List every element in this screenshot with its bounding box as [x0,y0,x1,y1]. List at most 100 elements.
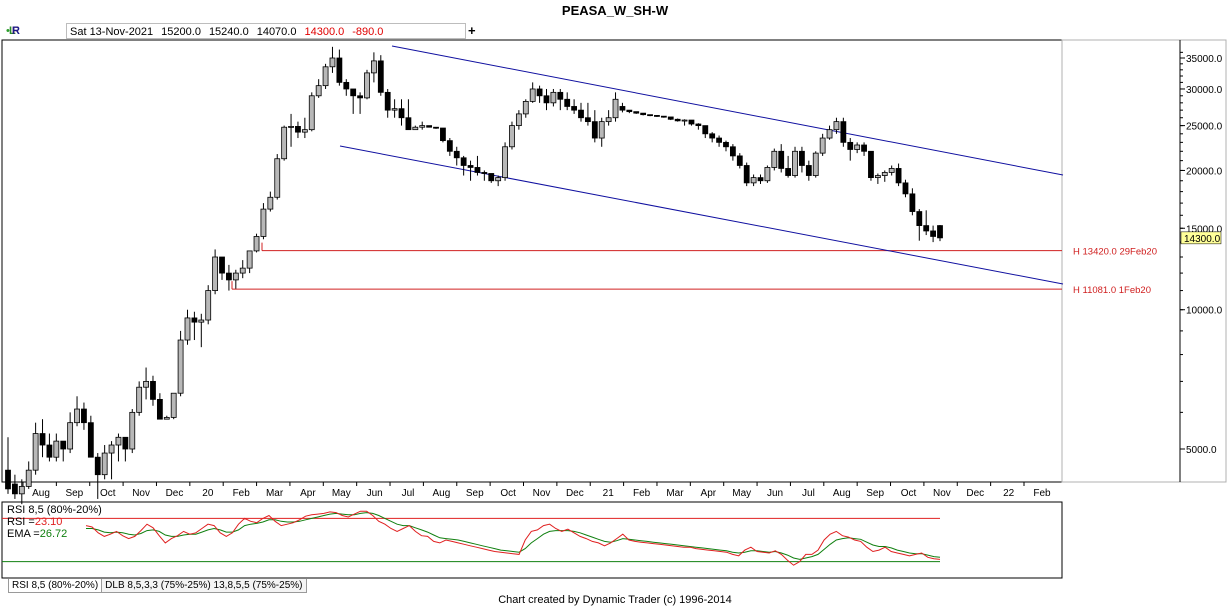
candle-body [426,125,433,128]
candle [895,163,902,187]
candle-body [46,444,53,458]
candle-body [53,440,60,458]
candle-body [916,211,923,226]
candle-body [564,98,571,107]
price-axis-frame [1061,39,1227,483]
candlestick-series [5,46,943,505]
candle-body [930,230,936,237]
bar-change: -890.0 [352,26,384,38]
add-plus-icon[interactable]: + [468,23,476,38]
month-label: Aug [833,488,851,499]
candle [253,233,260,253]
candle [529,82,536,103]
candle [481,170,488,181]
flag-l-button[interactable]: L [9,25,16,37]
candle-body [370,60,377,74]
candle [488,173,495,183]
candle-body [522,101,529,115]
candle-body [716,137,722,143]
candle-body [495,177,502,182]
candle-body [350,88,357,97]
candle-body [888,168,895,173]
candle-body [854,144,861,150]
candle-body [246,250,253,269]
candle-body [702,125,709,135]
rsi-line [85,510,941,566]
candle [578,102,584,122]
candle [308,92,315,132]
candle-body [764,167,771,182]
candle-body [509,125,515,148]
candle-body [695,123,702,127]
candle [198,313,205,348]
month-label: Jul [802,488,815,499]
candle [412,125,419,131]
month-label: Apr [300,488,316,499]
candle-body [750,177,757,184]
candle [377,55,384,96]
candle [778,144,785,173]
channel-lower-line[interactable] [339,145,1064,285]
candle-body [571,106,578,111]
candle-body [805,165,812,176]
candle [771,148,778,171]
candle [674,118,681,122]
candle [598,117,605,147]
month-label: Sep [65,488,83,499]
candle-body [191,317,198,323]
candle-body [467,165,474,168]
flag-r-button[interactable]: R [12,25,20,37]
price-tick-label: 5000.0 [1186,445,1217,456]
candle-body [536,88,543,97]
price-tick-label: 35000.0 [1186,54,1223,65]
chart-title: PEASA_W_SH-W [561,3,669,18]
month-label: 21 [603,488,615,499]
flag-f-button[interactable]: F [12,25,19,37]
candle-body [453,150,460,159]
candle [888,165,895,176]
tab-dlb[interactable]: DLB 8,5,3,3 (75%-25%) 13,8,5,5 (75%-25%) [101,579,307,593]
candle-body [605,117,612,123]
month-label: Nov [933,488,951,499]
candle-body [792,150,798,176]
candle-body [253,236,260,252]
month-label: Feb [233,488,251,499]
candle-body [108,444,115,454]
candle [591,110,598,143]
candle [433,126,439,129]
candle-body [923,225,930,232]
candle-body [660,115,667,118]
candle [453,146,460,166]
candle [122,436,129,462]
candle-body [101,452,108,476]
candle-body [578,109,584,119]
candle [288,113,294,147]
candle [419,121,426,130]
candle-body [322,66,329,87]
month-label: Dec [166,488,184,499]
candle-body [301,129,308,133]
candle-body [115,436,122,446]
candle-body [729,146,736,157]
candle-body [446,140,453,152]
candle [916,209,923,241]
month-label: Jun [767,488,783,499]
month-label: Sep [866,488,884,499]
candle-body [198,319,205,323]
trend-channel[interactable] [339,45,1064,285]
tab-rsi[interactable]: RSI 8,5 (80%-20%) [8,579,103,593]
channel-upper-line[interactable] [391,45,1064,176]
candle-body [626,109,633,113]
candle [785,155,792,178]
candle-body [847,141,854,150]
candle-body [550,91,557,104]
candle [295,121,301,139]
candle [819,133,826,156]
candle-body [812,152,819,176]
candle [840,117,847,147]
candle [833,117,840,134]
candle [619,102,626,113]
candle [384,88,391,118]
price-tick-label: 30000.0 [1186,85,1223,96]
